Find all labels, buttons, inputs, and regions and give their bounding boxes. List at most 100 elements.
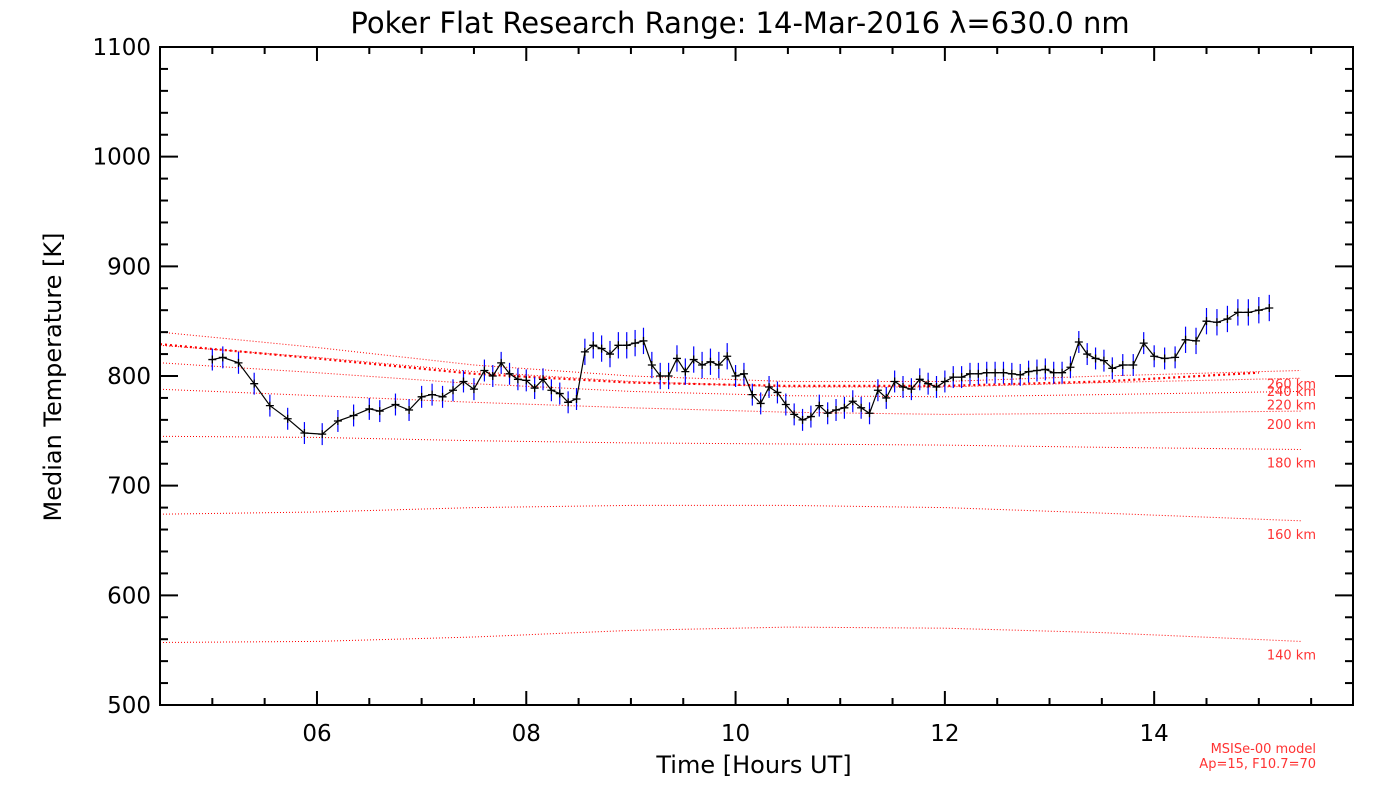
data-point bbox=[469, 385, 478, 394]
y-tick-label: 500 bbox=[107, 693, 151, 719]
data-point bbox=[1007, 369, 1016, 378]
chart-title: Poker Flat Research Range: 14-Mar-2016 λ… bbox=[350, 6, 1129, 40]
data-point bbox=[848, 397, 857, 406]
x-tick-label: 06 bbox=[302, 721, 331, 747]
data-point bbox=[832, 405, 841, 414]
data-point bbox=[999, 368, 1008, 377]
y-tick-label: 1000 bbox=[92, 145, 151, 171]
data-point bbox=[449, 386, 458, 395]
data-point bbox=[555, 389, 564, 398]
data-point bbox=[656, 372, 665, 380]
data-point bbox=[1265, 304, 1274, 313]
data-point bbox=[589, 341, 598, 350]
data-point bbox=[1160, 354, 1169, 363]
data-point bbox=[639, 336, 648, 345]
data-point bbox=[513, 375, 522, 384]
data-point bbox=[915, 375, 924, 384]
y-axis-label: Median Temperature [K] bbox=[39, 232, 67, 521]
data-point bbox=[1171, 353, 1180, 362]
data-point bbox=[957, 373, 966, 382]
data-point bbox=[698, 361, 707, 370]
y-tick-label: 600 bbox=[107, 583, 151, 609]
data-point bbox=[723, 352, 732, 361]
data-point bbox=[349, 411, 358, 420]
data-point bbox=[438, 392, 447, 401]
data-point bbox=[965, 369, 974, 378]
data-point bbox=[547, 386, 556, 395]
model-curve-label-3: 200 km bbox=[1267, 418, 1316, 433]
data-point bbox=[773, 388, 782, 397]
data-point bbox=[300, 429, 309, 438]
data-point bbox=[714, 361, 723, 370]
data-point bbox=[333, 416, 342, 425]
data-point bbox=[790, 410, 799, 419]
y-tick-label: 800 bbox=[107, 364, 151, 390]
model-curve-label-1: 160 km bbox=[1267, 528, 1316, 543]
data-point bbox=[497, 358, 506, 367]
model-curve-5 bbox=[159, 344, 1301, 388]
data-point bbox=[806, 412, 815, 421]
model-note-line-1: MSISe-00 model bbox=[1211, 742, 1316, 757]
data-point bbox=[530, 384, 539, 393]
data-point bbox=[375, 407, 384, 416]
data-point bbox=[840, 403, 849, 412]
data-point bbox=[890, 377, 899, 386]
data-point bbox=[459, 377, 468, 386]
model-curve-label-4: 220 km bbox=[1267, 398, 1316, 413]
data-point bbox=[815, 401, 824, 410]
y-tick-label: 700 bbox=[107, 474, 151, 500]
data-point bbox=[250, 379, 259, 388]
data-point bbox=[1074, 338, 1083, 347]
data-point bbox=[1032, 366, 1041, 375]
model-curve-label-0: 140 km bbox=[1267, 648, 1316, 663]
data-point bbox=[1129, 361, 1138, 370]
model-curve-label-5: 240 km bbox=[1267, 385, 1316, 400]
data-point bbox=[1233, 308, 1242, 317]
data-point bbox=[1118, 361, 1127, 370]
data-point bbox=[564, 398, 573, 407]
y-tick-label: 1100 bbox=[92, 35, 151, 61]
data-point bbox=[631, 339, 640, 348]
data-point bbox=[1066, 363, 1075, 372]
data-point bbox=[505, 369, 514, 378]
model-curve-3 bbox=[159, 388, 1301, 415]
data-point bbox=[798, 415, 807, 424]
data-point bbox=[739, 369, 748, 378]
data-point bbox=[1150, 352, 1159, 361]
data-point bbox=[647, 361, 656, 370]
data-point bbox=[622, 341, 631, 350]
data-point bbox=[1212, 318, 1221, 327]
data-point bbox=[1202, 317, 1211, 326]
data-point bbox=[1041, 365, 1050, 374]
data-point bbox=[982, 368, 991, 377]
data-point bbox=[218, 353, 227, 362]
data-point bbox=[865, 409, 874, 418]
model-curve-4 bbox=[159, 362, 1301, 398]
data-point bbox=[1223, 314, 1232, 323]
data-point bbox=[882, 393, 891, 402]
data-point bbox=[1254, 306, 1263, 315]
data-point bbox=[417, 392, 426, 401]
data-point bbox=[318, 430, 327, 439]
data-point bbox=[706, 357, 715, 366]
data-point bbox=[597, 344, 606, 353]
data-point bbox=[974, 369, 983, 378]
x-tick-label: 10 bbox=[721, 721, 750, 747]
data-point bbox=[857, 403, 866, 412]
data-point bbox=[428, 390, 437, 399]
data-point bbox=[1108, 364, 1117, 373]
data-point bbox=[823, 409, 832, 418]
data-point bbox=[991, 368, 1000, 377]
data-point bbox=[932, 382, 941, 391]
x-tick-label: 08 bbox=[512, 721, 541, 747]
data-point bbox=[488, 372, 497, 380]
data-point bbox=[756, 399, 765, 408]
data-point bbox=[781, 400, 790, 409]
data-point bbox=[283, 414, 292, 423]
x-tick-label: 14 bbox=[1140, 721, 1169, 747]
data-point bbox=[949, 373, 958, 382]
model-curve-label-6: 260 km bbox=[1267, 378, 1316, 393]
data-point bbox=[405, 405, 414, 414]
